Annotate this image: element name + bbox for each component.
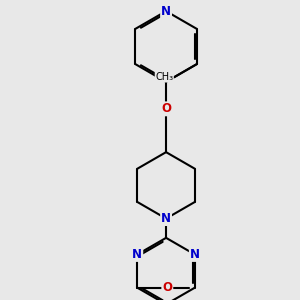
Text: O: O — [161, 102, 171, 116]
Text: N: N — [190, 248, 200, 261]
Text: CH₃: CH₃ — [155, 72, 173, 82]
Text: N: N — [132, 248, 142, 261]
Text: O: O — [162, 281, 172, 294]
Text: N: N — [161, 4, 171, 18]
Text: N: N — [161, 212, 171, 225]
